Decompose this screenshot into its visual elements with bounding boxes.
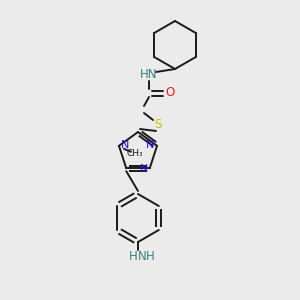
Text: S: S	[154, 118, 162, 131]
Text: CH₃: CH₃	[127, 149, 143, 158]
Text: HN: HN	[140, 68, 158, 82]
Text: N: N	[146, 140, 154, 150]
Text: N: N	[138, 250, 146, 262]
Text: H: H	[146, 250, 154, 262]
Text: O: O	[165, 86, 175, 100]
Text: H: H	[129, 250, 137, 262]
Text: N: N	[140, 164, 148, 174]
Text: N: N	[121, 140, 129, 150]
